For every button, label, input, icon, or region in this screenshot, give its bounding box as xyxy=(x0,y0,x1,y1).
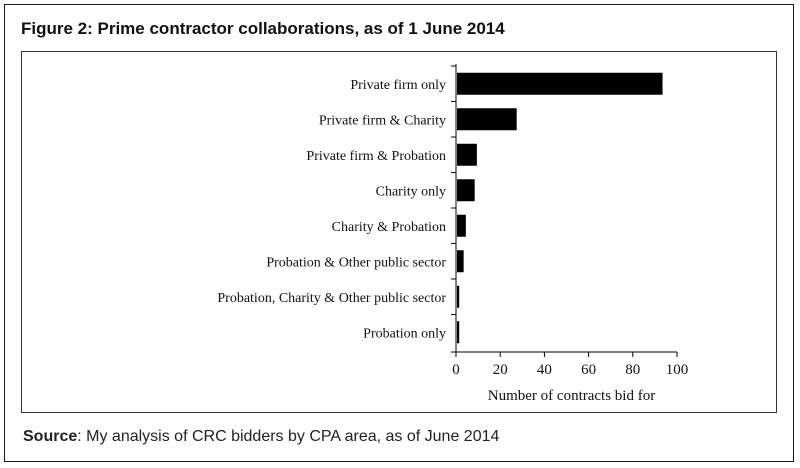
x-tick-label: 20 xyxy=(493,362,508,378)
chart-panel: Private firm only Private firm & Charity P… xyxy=(21,51,777,413)
bar xyxy=(457,285,460,308)
category-label: Probation & Other public sector xyxy=(266,255,446,270)
source-label: Source xyxy=(23,428,78,445)
figure-title: Figure 2: Prime contractor collaboration… xyxy=(21,19,505,38)
source-text: : My analysis of CRC bidders by CPA area… xyxy=(77,428,500,445)
bar xyxy=(457,250,464,273)
x-tick-label: 100 xyxy=(666,362,689,378)
category-label: Probation only xyxy=(363,326,446,341)
x-tick-label: 60 xyxy=(581,362,596,378)
figure-frame: Figure 2: Prime contractor collaboration… xyxy=(4,4,794,462)
x-axis-title: Number of contracts bid for xyxy=(488,388,655,404)
category-label: Private firm & Charity xyxy=(319,113,446,128)
category-label: Charity & Probation xyxy=(332,220,446,235)
bar xyxy=(457,108,517,131)
x-tick-label: 40 xyxy=(537,362,552,378)
x-tick-label: 80 xyxy=(625,362,640,378)
category-label: Charity only xyxy=(376,184,446,199)
category-label: Private firm & Probation xyxy=(306,149,446,164)
bar xyxy=(457,179,475,202)
category-label: Probation, Charity & Other public sector xyxy=(217,291,446,306)
source-note: Source: My analysis of CRC bidders by CP… xyxy=(23,428,499,446)
bar xyxy=(457,72,663,95)
bar-chart: Private firm only Private firm & Charity P… xyxy=(217,64,689,404)
category-label: Private firm only xyxy=(350,78,446,93)
bar xyxy=(457,143,477,166)
bar xyxy=(457,214,466,237)
bar xyxy=(457,321,460,344)
x-tick-label: 0 xyxy=(452,362,460,378)
